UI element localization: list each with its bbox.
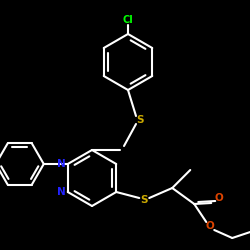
Text: O: O: [215, 193, 224, 203]
Text: N: N: [58, 159, 66, 169]
Text: S: S: [140, 195, 148, 205]
Text: S: S: [136, 115, 144, 125]
Text: O: O: [206, 221, 214, 231]
Text: Cl: Cl: [122, 15, 134, 25]
Text: N: N: [58, 187, 66, 197]
